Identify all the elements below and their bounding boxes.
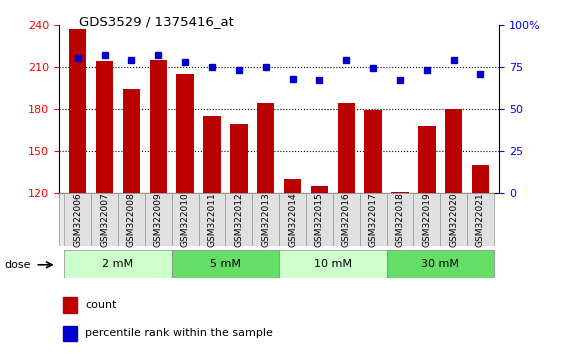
Bar (176, 74, 194, 193)
Text: 2 mM: 2 mM (103, 259, 134, 269)
Bar (257, 103, 274, 193)
Text: dose: dose (4, 260, 31, 270)
Bar (145, 193, 172, 246)
Bar (96, 61, 113, 193)
Bar (467, 193, 494, 246)
Bar (230, 124, 247, 193)
Bar (360, 193, 387, 246)
Bar (413, 193, 440, 246)
Bar (172, 193, 199, 246)
Bar (118, 193, 145, 246)
Bar (91, 193, 118, 246)
Bar (172, 250, 279, 278)
Bar (440, 193, 467, 246)
Bar (279, 250, 387, 278)
Text: GSM322008: GSM322008 (127, 192, 136, 247)
Bar (150, 60, 167, 193)
Bar (199, 193, 226, 246)
Bar (391, 192, 408, 193)
Text: GSM322021: GSM322021 (476, 192, 485, 247)
Text: GSM322012: GSM322012 (234, 192, 243, 247)
Text: GSM322009: GSM322009 (154, 192, 163, 247)
Bar (63, 297, 76, 313)
Bar (418, 126, 435, 193)
Bar (123, 89, 140, 193)
Bar (445, 109, 462, 193)
Bar (65, 250, 172, 278)
Text: GSM322020: GSM322020 (449, 192, 458, 247)
Text: GSM322018: GSM322018 (396, 192, 404, 247)
Bar (203, 116, 220, 193)
Bar (65, 193, 91, 246)
Bar (226, 193, 252, 246)
Bar (387, 250, 494, 278)
Text: percentile rank within the sample: percentile rank within the sample (85, 329, 273, 338)
Bar (338, 103, 355, 193)
Text: GSM322007: GSM322007 (100, 192, 109, 247)
Text: GSM322019: GSM322019 (422, 192, 431, 247)
Bar (306, 193, 333, 246)
Text: count: count (85, 300, 117, 310)
Text: 5 mM: 5 mM (210, 259, 241, 269)
Bar (63, 326, 76, 341)
Text: 30 mM: 30 mM (421, 259, 459, 269)
Bar (69, 29, 86, 193)
Bar (472, 165, 489, 193)
Text: GSM322015: GSM322015 (315, 192, 324, 247)
Text: GSM322010: GSM322010 (181, 192, 190, 247)
Text: GSM322013: GSM322013 (261, 192, 270, 247)
Text: GDS3529 / 1375416_at: GDS3529 / 1375416_at (79, 15, 233, 28)
Text: GSM322017: GSM322017 (369, 192, 378, 247)
Bar (364, 110, 382, 193)
Bar (333, 193, 360, 246)
Bar (252, 193, 279, 246)
Text: GSM322006: GSM322006 (73, 192, 82, 247)
Bar (311, 186, 328, 193)
Text: GSM322011: GSM322011 (208, 192, 217, 247)
Text: 10 mM: 10 mM (314, 259, 352, 269)
Text: GSM322014: GSM322014 (288, 192, 297, 247)
Bar (284, 179, 301, 193)
Bar (387, 193, 413, 246)
Bar (279, 193, 306, 246)
Text: GSM322016: GSM322016 (342, 192, 351, 247)
